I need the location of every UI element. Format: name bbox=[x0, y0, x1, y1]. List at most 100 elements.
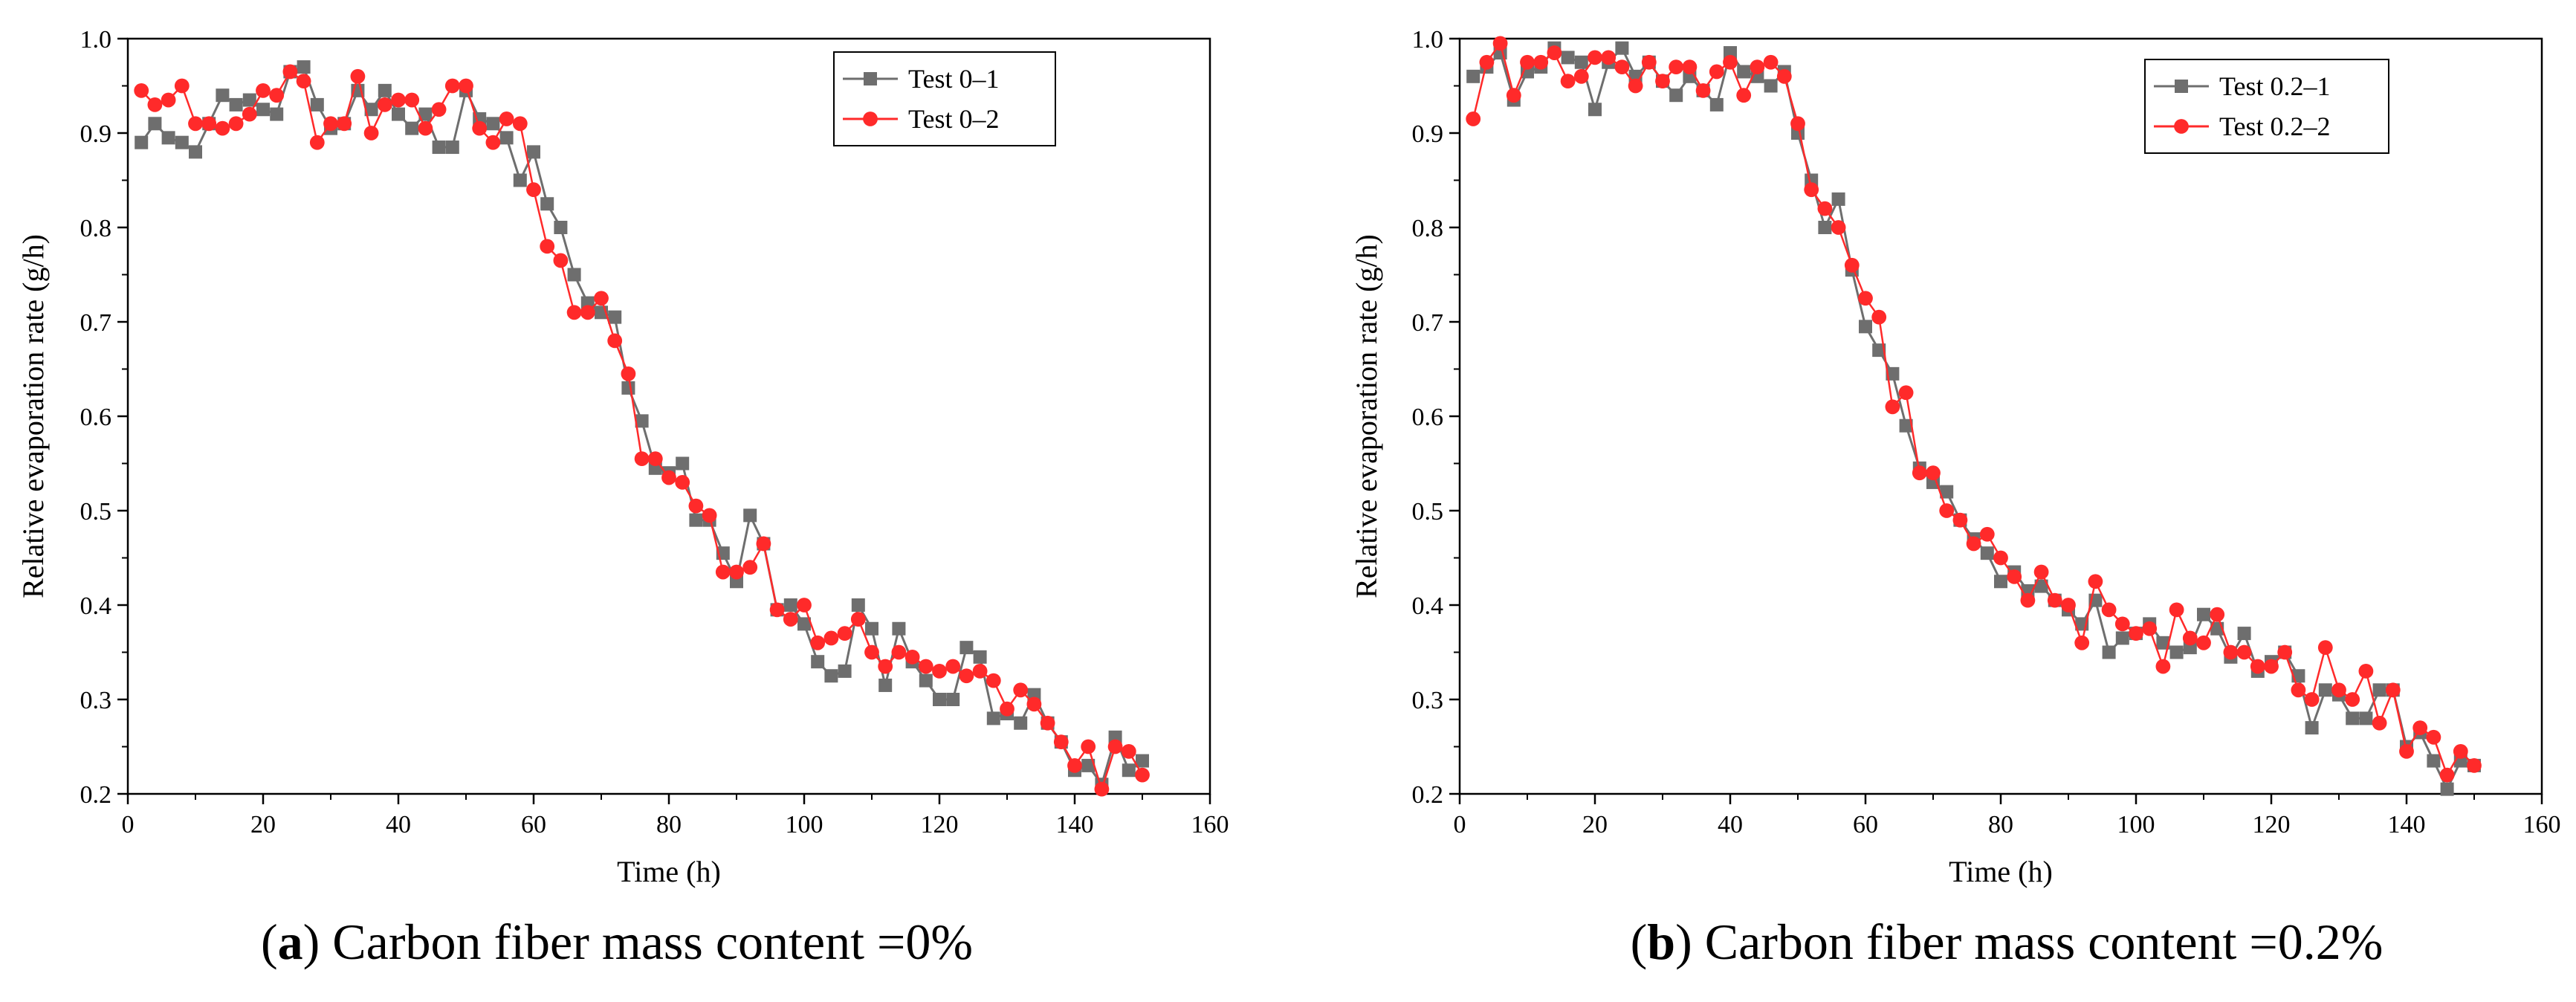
chart-a-series-1-point bbox=[189, 145, 202, 159]
chart-a-series-1-point bbox=[513, 173, 527, 187]
chart-b-series-1-point bbox=[2440, 782, 2454, 796]
chart-a-x-tick-label: 60 bbox=[521, 811, 546, 838]
chart-b-series-2-point bbox=[2155, 659, 2171, 674]
chart-b-series-2-point bbox=[1898, 385, 1914, 401]
chart-b-series-2-point bbox=[1831, 220, 1846, 235]
chart-b-series-1-point bbox=[1669, 88, 1683, 103]
chart-a-series-1-point bbox=[310, 97, 324, 111]
chart-b-series-2-point bbox=[2291, 682, 2306, 698]
chart-b-series-1-line bbox=[1472, 46, 2475, 792]
chart-a-x-tick-label: 100 bbox=[786, 811, 823, 838]
chart-a-series-1-point bbox=[229, 97, 243, 111]
chart-a-series-2-point bbox=[134, 83, 149, 98]
chart-a-x-tick-label: 80 bbox=[656, 811, 682, 838]
chart-b-series-2-point bbox=[1871, 309, 1887, 325]
chart-b-series-2-point bbox=[2196, 635, 2211, 650]
chart-a-series-1-point bbox=[621, 381, 635, 395]
chart-a-series-1-point bbox=[689, 513, 703, 527]
chart-a-series-1-point bbox=[135, 135, 149, 149]
chart-a-series-2-point bbox=[485, 135, 501, 150]
chart-b-series-1-point bbox=[2427, 754, 2441, 768]
chart-a-series-1-point bbox=[946, 693, 960, 706]
chart-a-series-2-point bbox=[296, 74, 311, 89]
chart-a: 0 20 40 60 80 100 120 140 160 0.2 0.3 0.4 0.5 0.6 0.7 0… bbox=[16, 26, 1229, 970]
chart-a-series-2-point bbox=[769, 602, 785, 618]
chart-b-series-1-point bbox=[1574, 55, 1588, 69]
chart-b-legend-label-1: Test 0.2–1 bbox=[2219, 71, 2330, 101]
chart-a-series-2-point bbox=[350, 68, 366, 84]
chart-a-series-2-point bbox=[878, 659, 893, 674]
chart-a-series-2-point bbox=[742, 560, 758, 575]
chart-a-series-2-point bbox=[337, 116, 352, 132]
chart-b-series-1-point bbox=[2102, 645, 2116, 659]
chart-a-y-tick-label: 1.0 bbox=[80, 26, 112, 54]
chart-a-series-1-point bbox=[797, 617, 811, 631]
chart-a-series-2-point bbox=[756, 536, 771, 552]
chart-b-legend: Test 0.2–1 Test 0.2–2 bbox=[2144, 59, 2389, 154]
chart-a-series-2-point bbox=[1026, 696, 1042, 712]
chart-a-series-2-point bbox=[1067, 758, 1082, 773]
chart-a-series-1-point bbox=[892, 621, 906, 636]
chart-a-series-1-point bbox=[175, 135, 189, 149]
chart-b-series-1-point bbox=[2318, 683, 2332, 697]
chart-b-series-1-point bbox=[1588, 103, 1602, 117]
chart-b-series-1-point bbox=[1615, 41, 1629, 55]
chart-a-series-2-point bbox=[594, 291, 609, 306]
chart-b-y-tick-label: 0.3 bbox=[1412, 687, 1444, 714]
chart-a-series-2-point bbox=[688, 498, 704, 514]
chart-b-series-2-point bbox=[1939, 503, 1955, 518]
chart-a-x-tick-label: 120 bbox=[921, 811, 959, 838]
chart-a-series-1-point bbox=[486, 117, 500, 131]
chart-b-legend-marker-2 bbox=[2174, 119, 2189, 134]
chart-b-caption: (b) Carbon fiber mass content =0.2% bbox=[1631, 914, 2384, 970]
chart-b-series-1-point bbox=[1899, 418, 1913, 433]
chart-a-series-1-point bbox=[959, 641, 974, 655]
chart-a-series-2-point bbox=[269, 88, 285, 103]
chart-a-series-2-point bbox=[391, 92, 406, 108]
chart-b-series-2-point bbox=[1952, 512, 1968, 528]
chart-b-x-tick-label: 120 bbox=[2253, 811, 2291, 838]
chart-b-series-2-point bbox=[1533, 54, 1549, 70]
chart-b-series-1-point bbox=[2156, 636, 2170, 650]
chart-a-series-2-point bbox=[147, 97, 163, 112]
chart-a-series-2-point bbox=[945, 659, 961, 674]
chart-b-caption-text: ) Carbon fiber mass content =0.2% bbox=[1675, 914, 2383, 970]
chart-a-series-1-point bbox=[270, 107, 284, 121]
chart-a-series-1-point bbox=[824, 669, 838, 683]
chart-b-series-2-point bbox=[1695, 83, 1711, 98]
chart-b-series-2-point bbox=[1547, 45, 1562, 60]
chart-b-series-2-point bbox=[2426, 729, 2441, 745]
chart-b-series-2-point bbox=[1750, 59, 1765, 74]
chart-a-legend-label-1: Test 0–1 bbox=[908, 64, 999, 94]
chart-a-series-1-point bbox=[216, 88, 230, 103]
chart-a-series-2-point bbox=[715, 564, 731, 580]
chart-b-series-2-point bbox=[2372, 715, 2387, 731]
chart-b-series-2-point bbox=[1926, 465, 1941, 481]
chart-b-series-1-point bbox=[1940, 485, 1954, 499]
chart-b-caption-letter: b bbox=[1647, 914, 1675, 970]
chart-b-series-2-point bbox=[2467, 758, 2482, 773]
chart-b-series-2-point bbox=[1682, 59, 1698, 74]
chart-b-series-1-point bbox=[2359, 711, 2373, 725]
chart-a-legend-box bbox=[833, 51, 1056, 146]
chart-b-x-tick-label: 20 bbox=[1582, 811, 1608, 838]
chart-a-series-2-point bbox=[188, 116, 203, 132]
chart-b-series-1-point bbox=[1859, 320, 1872, 334]
chart-b-series-1-point bbox=[2237, 627, 2251, 641]
chart-b-series-2-point bbox=[1492, 36, 1508, 51]
chart-a-x-tick-label: 160 bbox=[1191, 811, 1229, 838]
chart-a-series-1-point bbox=[851, 598, 865, 612]
chart-a-series-1-point bbox=[1122, 763, 1136, 778]
chart-b-series-2-point bbox=[2182, 630, 2198, 646]
chart-b-caption-open: ( bbox=[1631, 914, 1648, 970]
chart-a-series-1-point bbox=[783, 598, 797, 612]
chart-a-series-1-point bbox=[256, 103, 270, 117]
chart-b-series-2-point bbox=[2304, 692, 2320, 707]
chart-a-series-2-point bbox=[661, 470, 676, 485]
chart-b-series-1-point bbox=[1886, 366, 1900, 381]
chart-b-series-2-point bbox=[1966, 536, 1981, 552]
chart-a-series-1-point bbox=[161, 131, 175, 145]
chart-b-series-2-point bbox=[2007, 569, 2022, 584]
chart-b-y-tick-label: 0.5 bbox=[1412, 498, 1444, 526]
chart-b-series-2-point bbox=[1641, 54, 1657, 70]
